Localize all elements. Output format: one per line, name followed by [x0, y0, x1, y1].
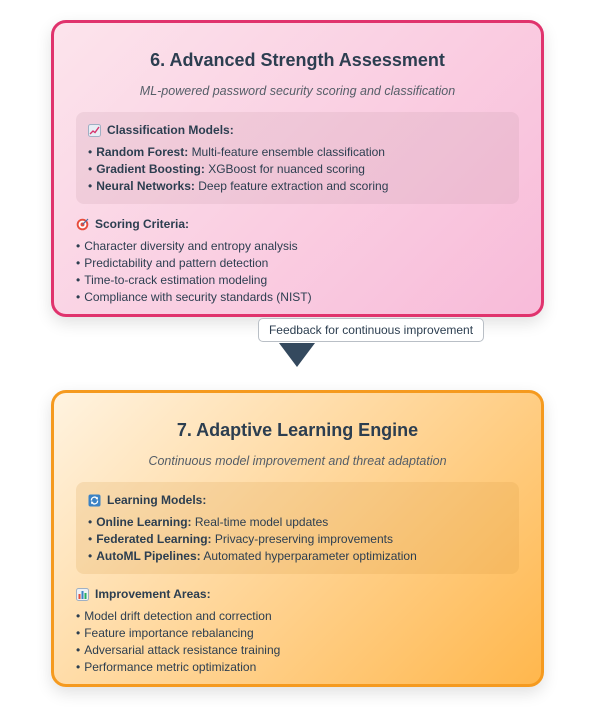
step6-models-box: Classification Models: • Random Forest: M… [76, 112, 519, 204]
down-arrow-icon [279, 343, 315, 367]
step6-card: 6. Advanced Strength Assessment ML-power… [51, 20, 544, 317]
list-item: • Feature importance rebalancing [76, 626, 254, 640]
target-icon [76, 218, 89, 231]
step7-criteria-heading-text: Improvement Areas: [95, 587, 211, 601]
list-item: • Gradient Boosting: XGBoost for nuanced … [88, 162, 365, 176]
list-item: • Online Learning: Real-time model update… [88, 515, 329, 529]
list-item: • Neural Networks: Deep feature extractio… [88, 179, 389, 193]
step6-criteria: Scoring Criteria: • Character diversity a… [76, 216, 519, 306]
bar-chart-icon [76, 587, 89, 601]
list-item: • Performance metric optimization [76, 660, 257, 674]
step6-models-list: • Random Forest: Multi-feature ensemble c… [88, 144, 507, 195]
list-item: • Time-to-crack estimation modeling [76, 273, 268, 287]
step7-subtitle: Continuous model improvement and threat … [148, 454, 447, 468]
list-item: • Model drift detection and correction [76, 609, 272, 623]
step7-title: 7. Adaptive Learning Engine [176, 420, 419, 440]
step6-subtitle: ML-powered password security scoring and… [139, 84, 456, 98]
step6-models-heading: Classification Models: [88, 122, 507, 138]
step6-criteria-heading: Scoring Criteria: [76, 216, 517, 232]
list-item: • Random Forest: Multi-feature ensemble c… [88, 145, 385, 159]
list-item: • Character diversity and entropy analysi… [76, 239, 298, 253]
step7-models-list: • Online Learning: Real-time model update… [88, 514, 507, 565]
list-item: • Predictability and pattern detection [76, 256, 269, 270]
step7-models-box: Learning Models: • Online Learning: Real-… [76, 482, 519, 574]
arrows-cycle-icon [88, 494, 101, 507]
step7-criteria-list: • Model drift detection and correction • F… [76, 608, 517, 676]
list-item: • Federated Learning: Privacy-preserving … [88, 532, 393, 546]
connector-label: Feedback for continuous improvement [258, 318, 484, 342]
step7-models-heading-text: Learning Models: [107, 493, 207, 507]
step6-models-heading-text: Classification Models: [107, 123, 234, 137]
step7-criteria-heading: Improvement Areas: [76, 586, 517, 602]
chart-increasing-icon [88, 123, 101, 137]
step7-criteria: Improvement Areas: • Model drift detectio… [76, 586, 519, 676]
step7-models-heading: Learning Models: [88, 492, 507, 508]
list-item: • AutoML Pipelines: Automated hyperparame… [88, 549, 417, 563]
step7-card: 7. Adaptive Learning Engine Continuous m… [51, 390, 544, 687]
step6-criteria-list: • Character diversity and entropy analysi… [76, 238, 517, 306]
list-item: • Compliance with security standards (NIS… [76, 290, 312, 304]
step6-title: 6. Advanced Strength Assessment [150, 50, 445, 70]
list-item: • Adversarial attack resistance training [76, 643, 281, 657]
step6-criteria-heading-text: Scoring Criteria: [95, 217, 190, 231]
